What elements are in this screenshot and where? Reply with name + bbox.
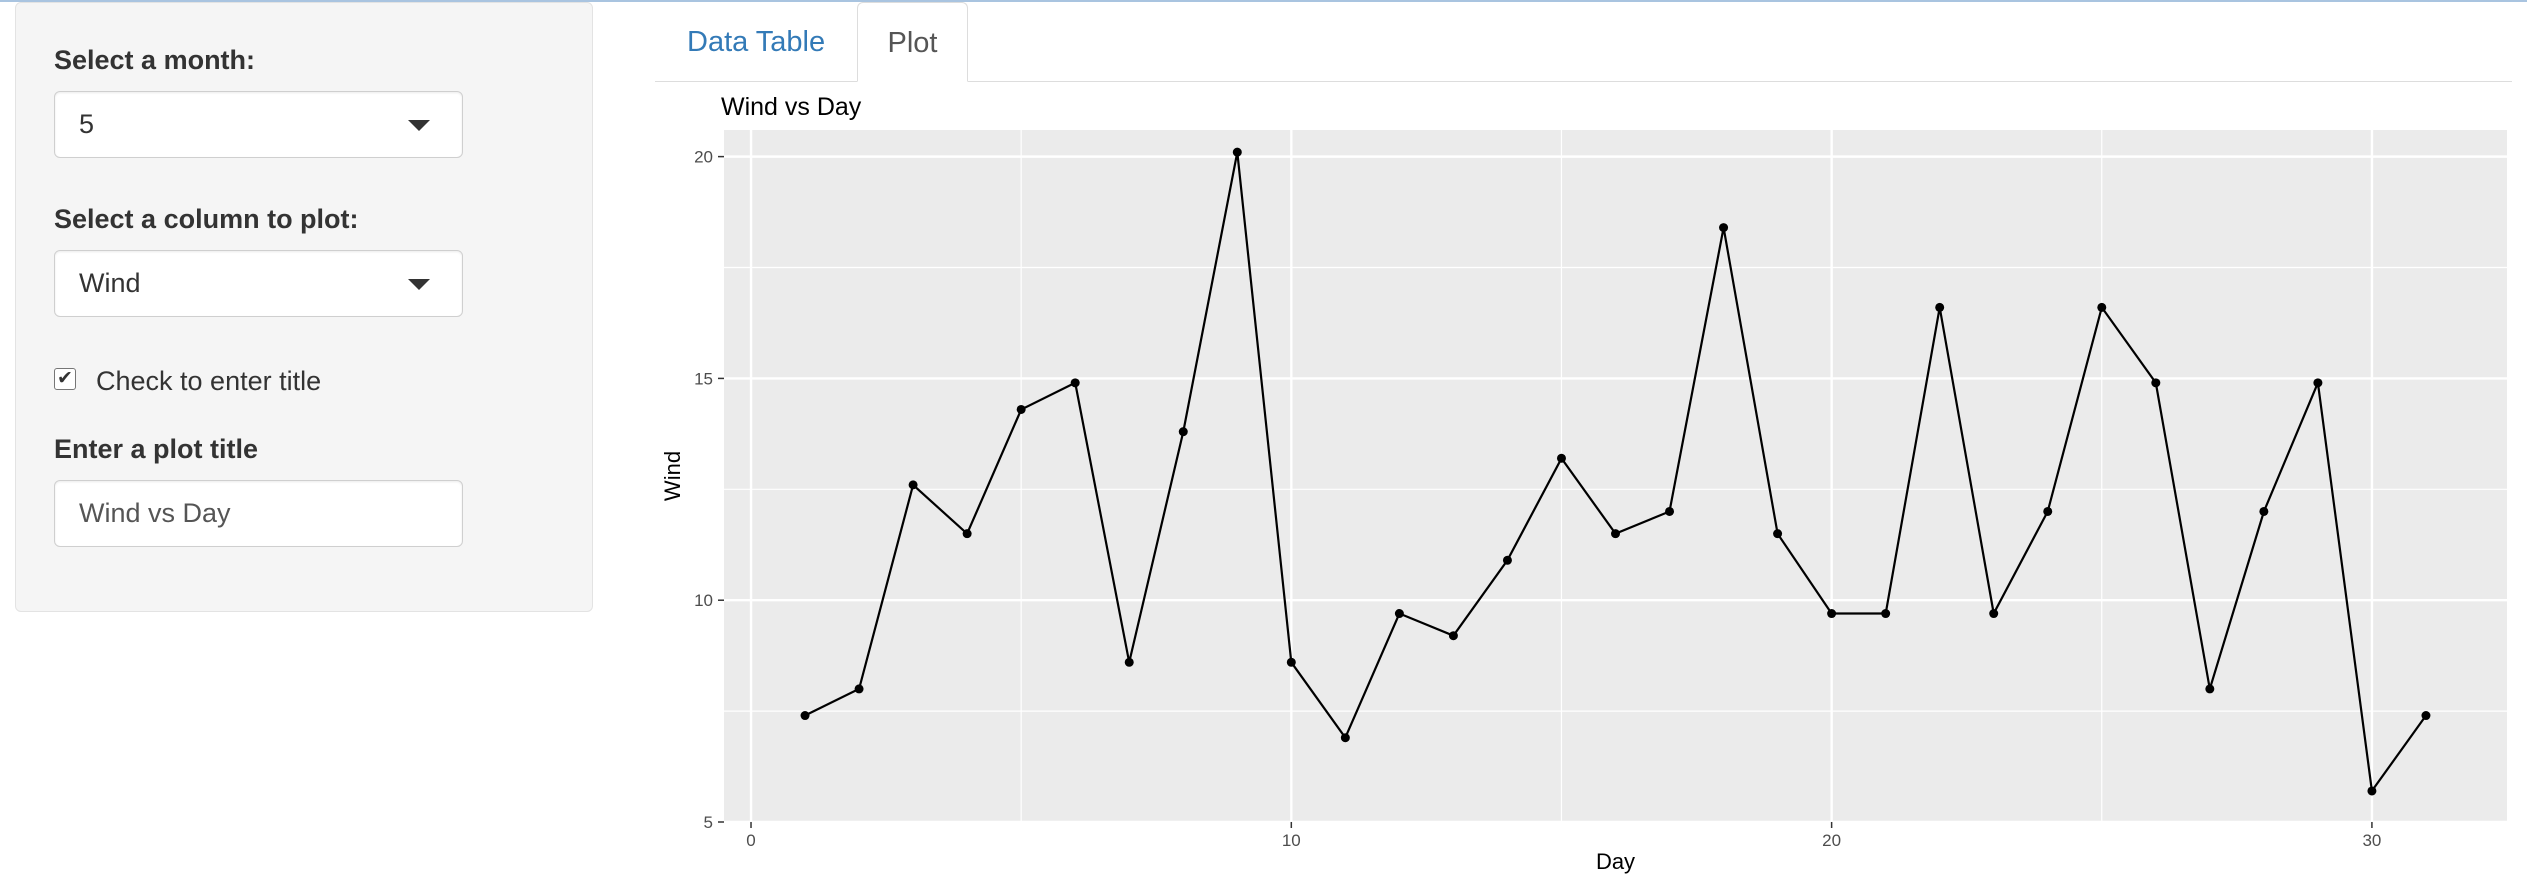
month-select-value: 5	[79, 109, 95, 139]
chevron-down-icon	[408, 279, 430, 290]
data-point	[1016, 404, 1026, 414]
data-point	[2367, 786, 2377, 796]
x-axis-label: Day	[1596, 849, 1635, 874]
data-point	[2421, 711, 2431, 721]
data-point	[908, 480, 918, 490]
data-point	[1448, 631, 1458, 641]
data-point	[1502, 555, 1512, 565]
grid-minor	[724, 130, 2507, 822]
data-point	[1556, 453, 1566, 463]
chart-title: Wind vs Day	[721, 93, 862, 121]
data-point	[1719, 223, 1729, 233]
axis-ticks: 0 10 20 30 5 10 15 20	[694, 148, 2381, 850]
y-tick-label: 5	[704, 813, 713, 832]
data-point	[1070, 378, 1080, 388]
title-checkbox-label[interactable]: Check to enter title	[96, 366, 322, 396]
data-point	[1881, 609, 1891, 619]
data-point	[962, 529, 972, 539]
x-tick-label: 30	[2362, 831, 2381, 850]
data-point	[2097, 302, 2107, 312]
data-point	[1340, 733, 1350, 743]
data-point	[1611, 529, 1620, 539]
sidebar-panel: Select a month: 5 Select a column to plo…	[15, 2, 593, 612]
chevron-down-icon	[408, 120, 430, 131]
data-point	[1124, 657, 1134, 667]
data-point	[1394, 609, 1404, 619]
plot-title-label: Enter a plot title	[54, 434, 259, 464]
data-points	[800, 147, 2431, 796]
x-tick-label: 0	[746, 831, 755, 850]
plot-title-input[interactable]	[54, 480, 463, 547]
column-label: Select a column to plot:	[54, 204, 359, 234]
column-select-value: Wind	[79, 268, 141, 298]
data-point	[1178, 427, 1188, 437]
data-point	[1773, 529, 1783, 539]
month-select[interactable]: 5	[54, 91, 463, 158]
data-point	[1665, 506, 1675, 516]
top-border	[0, 0, 2527, 2]
y-axis-label: Wind	[660, 451, 685, 501]
y-tick-label: 15	[694, 369, 713, 388]
tabs-divider	[655, 81, 2512, 82]
data-point	[2205, 684, 2215, 694]
x-tick-label: 20	[1822, 831, 1841, 850]
y-tick-label: 20	[694, 148, 713, 167]
tab-data-table[interactable]: Data Table	[687, 26, 826, 58]
column-select[interactable]: Wind	[54, 250, 463, 317]
data-point	[800, 711, 810, 721]
data-point	[2151, 378, 2161, 388]
data-point	[1232, 147, 1242, 157]
y-tick-label: 10	[694, 591, 713, 610]
month-label: Select a month:	[54, 45, 256, 75]
data-point	[854, 684, 864, 694]
data-point	[2313, 378, 2323, 388]
data-point	[1827, 609, 1837, 619]
data-point	[1935, 302, 1945, 312]
tab-plot[interactable]: Plot	[857, 2, 968, 82]
data-point	[1286, 657, 1296, 667]
data-point	[2259, 506, 2269, 516]
grid-major	[724, 130, 2507, 824]
data-point	[1989, 609, 1999, 619]
data-point	[2043, 506, 2053, 516]
x-tick-label: 10	[1282, 831, 1301, 850]
title-checkbox[interactable]: ✔	[54, 368, 76, 390]
wind-plot: 0 10 20 30 5 10 15 20 Wind vs Day Day Wind	[660, 93, 2507, 874]
